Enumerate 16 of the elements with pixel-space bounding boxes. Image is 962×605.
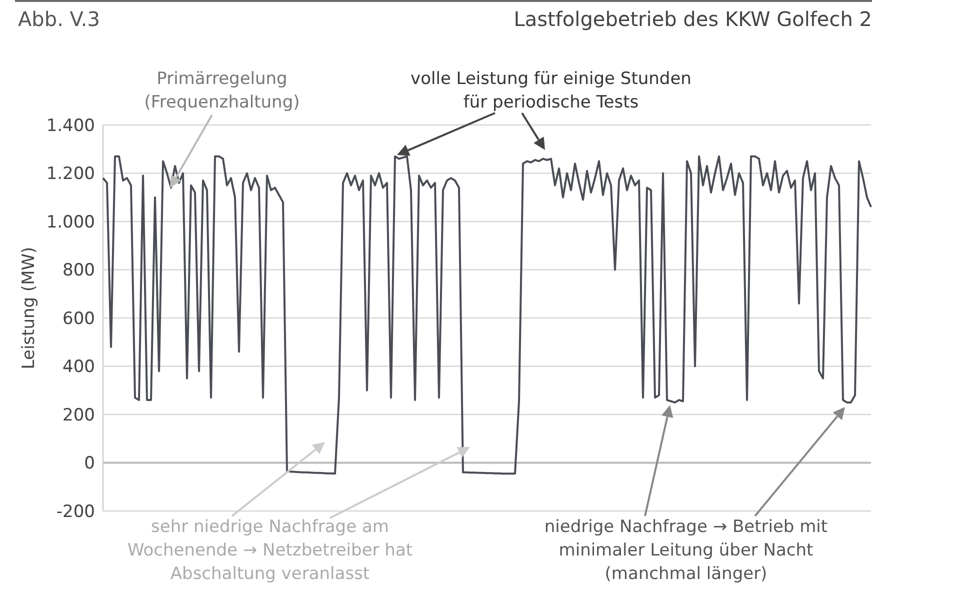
y-tick-label: 600 (62, 308, 95, 329)
y-tick-label: 1.000 (46, 212, 95, 232)
chart-title: Lastfolgebetrieb des KKW Golfech 2 (514, 7, 872, 31)
text: sehr niedrige Nachfrage am Wochenende → Netzbetreiber hat Abschaltung veranlasst (127, 517, 413, 584)
text: Abb. V.3 (18, 7, 100, 31)
y-tick-label: 1.400 (46, 116, 95, 136)
text: volle Leistung für einige Stunden für periodische Tests (410, 69, 692, 112)
y-tick-label: 0 (84, 454, 95, 474)
y-tick-label: 200 (62, 405, 95, 426)
y-tick-label: 800 (62, 260, 95, 281)
text: Primärregelung (Frequenzhaltung) (144, 69, 300, 112)
y-axis-title: Leistung (MW) (19, 246, 39, 370)
y-tick-label: 1.200 (46, 164, 95, 184)
text: niedrige Nachfrage → Betrieb mit minimaler Leitung über Nacht (manchmal länger) (544, 517, 828, 584)
y-tick-label: 400 (62, 357, 95, 378)
y-tick-label: -200 (56, 502, 95, 522)
